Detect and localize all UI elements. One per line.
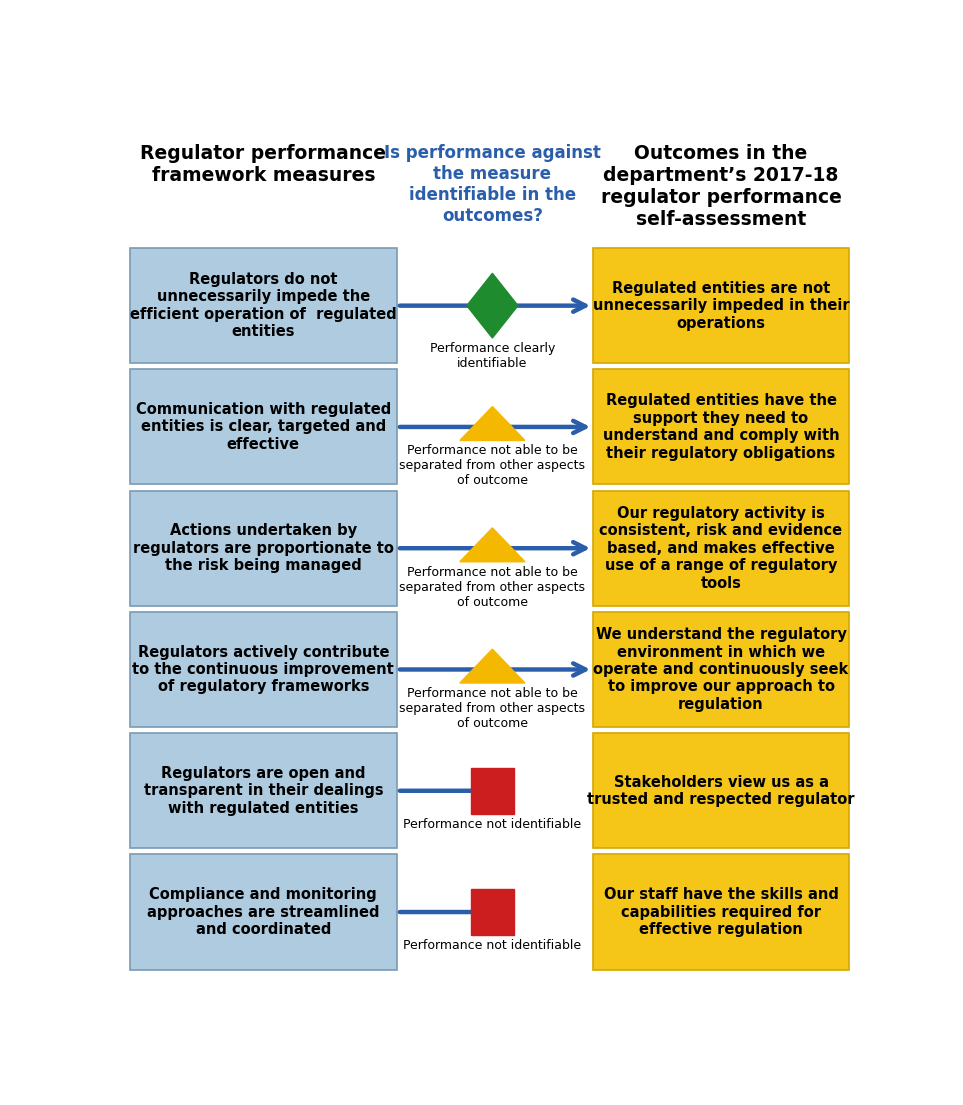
FancyBboxPatch shape [130, 612, 397, 727]
Text: Performance not identifiable: Performance not identifiable [403, 818, 582, 831]
Text: Regulated entities have the
support they need to
understand and comply with
thei: Regulated entities have the support they… [603, 393, 840, 461]
Text: Actions undertaken by
regulators are proportionate to
the risk being managed: Actions undertaken by regulators are pro… [133, 524, 394, 573]
Text: Performance clearly
identifiable: Performance clearly identifiable [429, 341, 555, 370]
Polygon shape [459, 528, 525, 561]
Text: Communication with regulated
entities is clear, targeted and
effective: Communication with regulated entities is… [136, 402, 391, 452]
FancyBboxPatch shape [593, 734, 848, 849]
Text: Is performance against
the measure
identifiable in the
outcomes?: Is performance against the measure ident… [384, 144, 601, 224]
Text: Our regulatory activity is
consistent, risk and evidence
based, and makes effect: Our regulatory activity is consistent, r… [599, 506, 843, 590]
FancyBboxPatch shape [593, 612, 848, 727]
Text: We understand the regulatory
environment in which we
operate and continuously se: We understand the regulatory environment… [593, 628, 848, 712]
FancyBboxPatch shape [471, 768, 514, 814]
Text: Compliance and monitoring
approaches are streamlined
and coordinated: Compliance and monitoring approaches are… [147, 887, 379, 937]
Text: Our staff have the skills and
capabilities required for
effective regulation: Our staff have the skills and capabiliti… [604, 887, 839, 937]
Text: Outcomes in the
department’s 2017-18
regulator performance
self-assessment: Outcomes in the department’s 2017-18 reg… [601, 144, 842, 229]
Text: Regulators actively contribute
to the continuous improvement
of regulatory frame: Regulators actively contribute to the co… [133, 644, 394, 694]
FancyBboxPatch shape [593, 854, 848, 969]
FancyBboxPatch shape [130, 854, 397, 969]
Polygon shape [459, 407, 525, 441]
Text: Stakeholders view us as a
trusted and respected regulator: Stakeholders view us as a trusted and re… [587, 775, 855, 807]
Text: Regulators do not
unnecessarily impede the
efficient operation of  regulated
ent: Regulators do not unnecessarily impede t… [130, 272, 397, 339]
FancyBboxPatch shape [130, 249, 397, 364]
Text: Performance not able to be
separated from other aspects
of outcome: Performance not able to be separated fro… [400, 444, 586, 487]
Polygon shape [467, 273, 518, 338]
Text: Regulators are open and
transparent in their dealings
with regulated entities: Regulators are open and transparent in t… [143, 766, 383, 815]
FancyBboxPatch shape [593, 491, 848, 606]
Text: Performance not able to be
separated from other aspects
of outcome: Performance not able to be separated fro… [400, 566, 586, 609]
Text: Regulator performance
framework measures: Regulator performance framework measures [141, 144, 386, 186]
Text: Performance not able to be
separated from other aspects
of outcome: Performance not able to be separated fro… [400, 687, 586, 730]
FancyBboxPatch shape [130, 491, 397, 606]
FancyBboxPatch shape [471, 888, 514, 935]
FancyBboxPatch shape [593, 369, 848, 484]
Polygon shape [459, 649, 525, 683]
Text: Performance not identifiable: Performance not identifiable [403, 939, 582, 953]
FancyBboxPatch shape [130, 369, 397, 484]
FancyBboxPatch shape [130, 734, 397, 849]
FancyBboxPatch shape [593, 249, 848, 364]
Text: Regulated entities are not
unnecessarily impeded in their
operations: Regulated entities are not unnecessarily… [592, 281, 849, 330]
